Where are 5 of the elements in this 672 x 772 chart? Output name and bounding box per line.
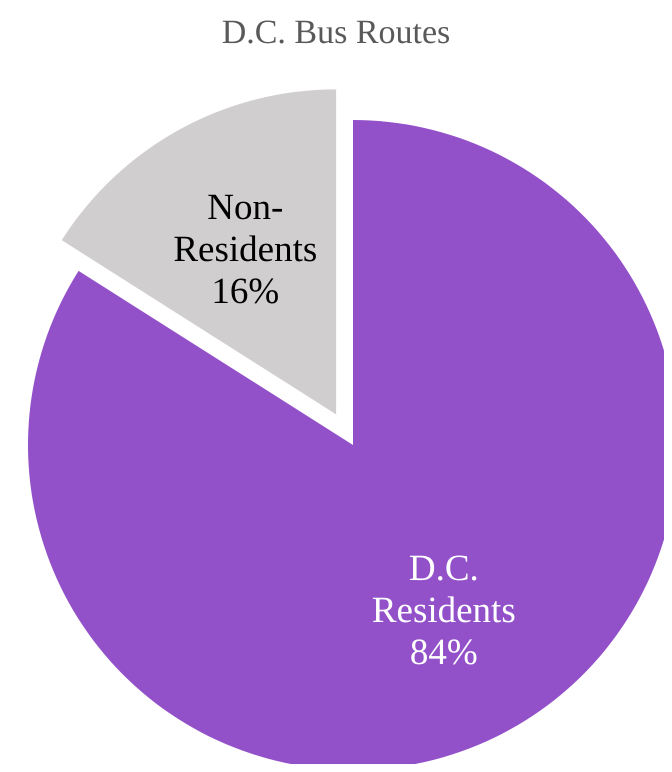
slice-label: Non-Residents bbox=[173, 186, 318, 270]
chart-title: D.C. Bus Routes bbox=[220, 14, 452, 52]
slice-label: D.C. Residents bbox=[372, 548, 516, 631]
data-label: 84% bbox=[410, 632, 478, 673]
data-label: 16% bbox=[211, 270, 280, 312]
